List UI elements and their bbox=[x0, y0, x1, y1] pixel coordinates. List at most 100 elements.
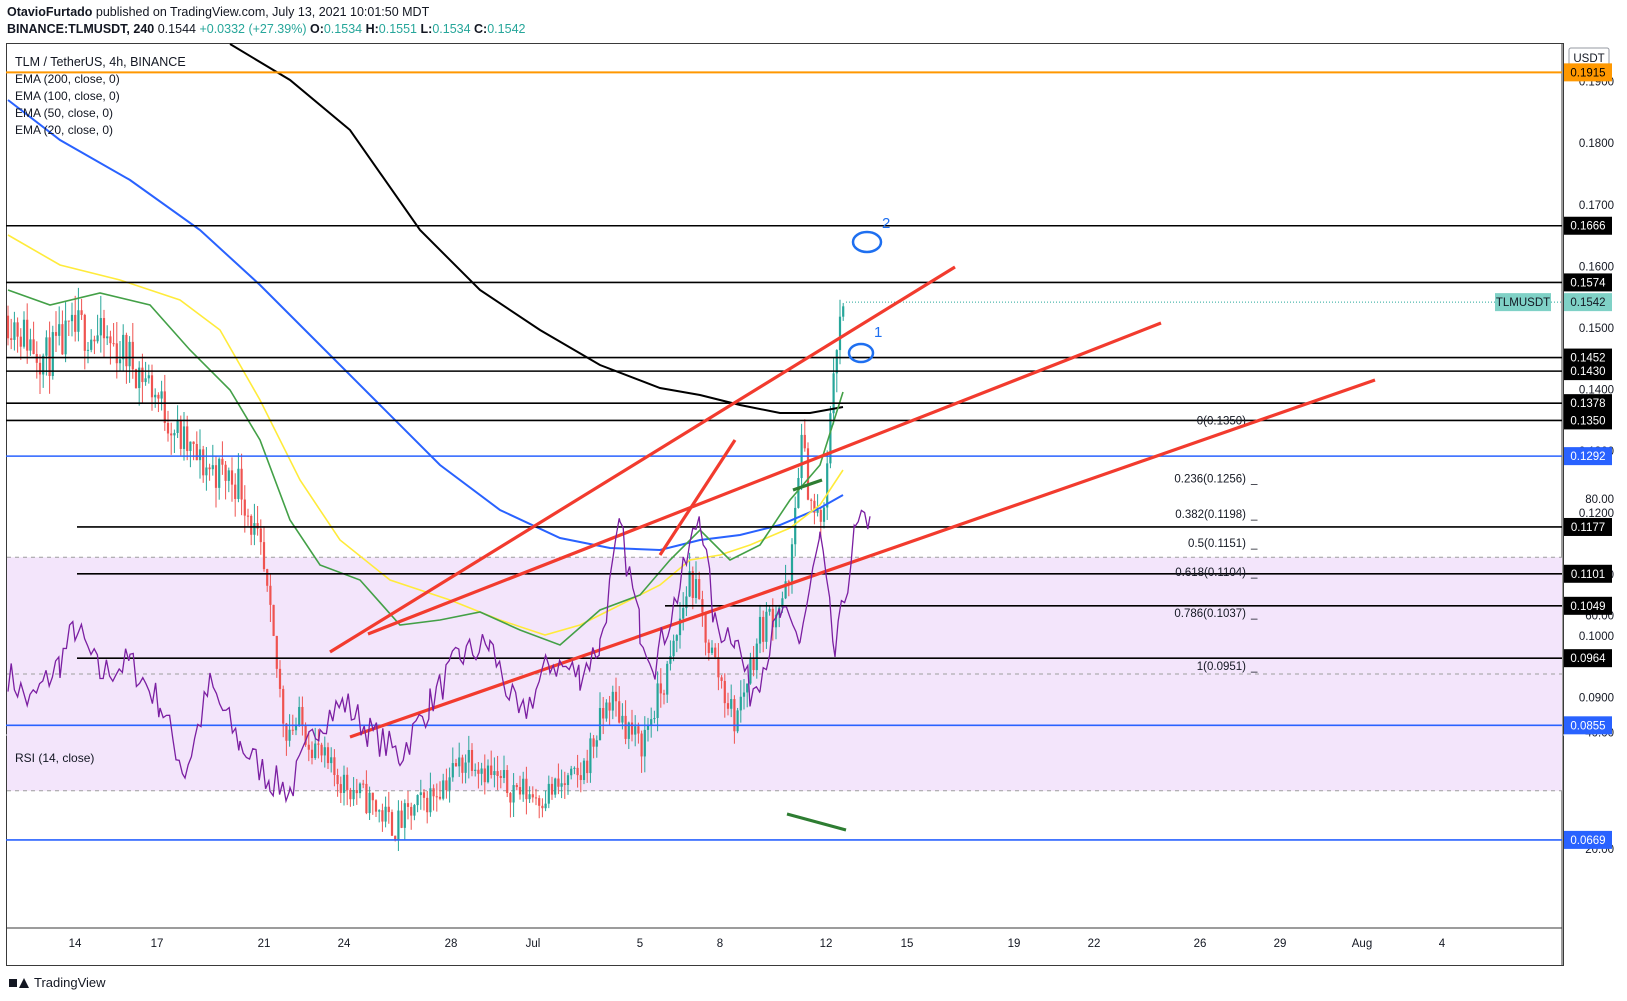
candle-body bbox=[752, 658, 755, 671]
legend-ema200[interactable]: EMA (200, close, 0) bbox=[15, 72, 120, 86]
price-tick: 0.1200 bbox=[1579, 508, 1614, 520]
candle-body bbox=[112, 343, 115, 345]
level-tag bbox=[1564, 517, 1612, 536]
legend-ema50[interactable]: EMA (50, close, 0) bbox=[15, 106, 114, 120]
fib-label: 0.786(0.1037) bbox=[1174, 608, 1246, 620]
legend-ema20[interactable]: EMA (20, close, 0) bbox=[15, 123, 114, 137]
candle-body bbox=[58, 324, 61, 336]
time-tick: Jul bbox=[526, 938, 541, 950]
candle-body bbox=[816, 509, 819, 513]
candle-body bbox=[570, 768, 573, 776]
annotation-circle-2 bbox=[851, 230, 883, 254]
candle-body bbox=[602, 707, 605, 719]
candle-body bbox=[198, 449, 202, 461]
candle-body bbox=[326, 747, 330, 764]
candle-body bbox=[717, 657, 720, 678]
candle-body bbox=[13, 322, 16, 340]
candle-body bbox=[70, 314, 74, 322]
footer-brand-label: TradingView bbox=[34, 975, 106, 990]
level-tag-label: 0.1049 bbox=[1570, 601, 1605, 613]
candle-body bbox=[586, 760, 589, 774]
candle-body bbox=[464, 762, 467, 773]
ema200-line bbox=[229, 43, 844, 414]
candle-body bbox=[797, 478, 800, 508]
candle-body bbox=[304, 724, 307, 745]
legend-ema100[interactable]: EMA (100, close, 0) bbox=[15, 89, 120, 103]
candle-body bbox=[122, 334, 125, 360]
candle-body bbox=[224, 464, 227, 481]
candle-body bbox=[835, 350, 838, 374]
candle-body bbox=[173, 432, 176, 436]
candle-body bbox=[74, 314, 77, 332]
candle-body bbox=[566, 775, 570, 785]
symbol-tag bbox=[1495, 293, 1551, 312]
time-tick: 8 bbox=[717, 938, 723, 950]
annotation-label-1: 1 bbox=[874, 324, 882, 341]
candle-body bbox=[704, 612, 707, 643]
candle-body bbox=[422, 792, 426, 798]
candle-body bbox=[211, 465, 214, 470]
candle-body bbox=[128, 341, 131, 367]
price-tick: 0.1600 bbox=[1579, 261, 1614, 273]
candle-body bbox=[829, 413, 832, 464]
currency-label: USDT bbox=[1573, 53, 1604, 65]
candle-body bbox=[381, 810, 384, 822]
last-price: 0.1544 bbox=[157, 22, 196, 36]
candle-body bbox=[125, 334, 128, 367]
candle-body bbox=[413, 805, 416, 816]
legend-title[interactable]: TLM / TetherUS, 4h, BINANCE bbox=[15, 55, 186, 69]
candle-body bbox=[243, 499, 246, 516]
candle-body bbox=[544, 803, 547, 809]
candle-body bbox=[182, 426, 186, 449]
candle-body bbox=[278, 668, 282, 689]
candle-body bbox=[515, 785, 518, 788]
candle-body bbox=[349, 789, 352, 800]
candle-body bbox=[406, 803, 410, 807]
time-tick: 4 bbox=[1439, 938, 1446, 950]
candle-body bbox=[134, 369, 138, 389]
time-tick: 24 bbox=[338, 938, 351, 950]
candle-body bbox=[480, 768, 483, 774]
candle-body bbox=[640, 733, 643, 757]
candle-body bbox=[250, 515, 253, 535]
candle-body bbox=[669, 656, 672, 664]
candle-body bbox=[438, 796, 442, 799]
level-tag bbox=[1564, 216, 1612, 235]
candle-body bbox=[61, 324, 64, 355]
candle-body bbox=[227, 470, 230, 481]
author-name[interactable]: OtavioFurtado bbox=[7, 5, 93, 19]
level-tag-label: 0.1574 bbox=[1570, 277, 1606, 289]
fib-tick: _ bbox=[1250, 538, 1258, 550]
candle-body bbox=[538, 798, 541, 806]
ema50-line bbox=[7, 234, 844, 636]
price-tick: 0.1400 bbox=[1579, 385, 1614, 397]
rsi-legend[interactable]: RSI (14, close) bbox=[15, 751, 95, 765]
candle-body bbox=[595, 740, 598, 747]
candle-body bbox=[397, 810, 400, 840]
candle-body bbox=[294, 724, 298, 731]
candle-body bbox=[534, 797, 538, 799]
publish-info: published on TradingView.com, July 13, 2… bbox=[95, 5, 430, 19]
candle-body bbox=[518, 787, 522, 795]
candle-body bbox=[771, 608, 774, 628]
candle-body bbox=[435, 796, 438, 798]
candle-body bbox=[694, 579, 698, 598]
candle-body bbox=[106, 336, 109, 339]
candle-body bbox=[208, 467, 211, 470]
level-tag-label: 0.0855 bbox=[1570, 720, 1605, 732]
level-tag bbox=[1564, 362, 1612, 381]
footer-brand[interactable]: TradingView bbox=[9, 975, 106, 990]
time-tick: 29 bbox=[1274, 938, 1287, 950]
divergence-line bbox=[792, 478, 823, 492]
candle-body bbox=[758, 616, 762, 644]
candle-body bbox=[86, 349, 90, 351]
candle-body bbox=[806, 448, 810, 500]
level-tag bbox=[1564, 830, 1612, 849]
candle-body bbox=[448, 777, 451, 791]
candle-body bbox=[400, 810, 403, 828]
candle-body bbox=[650, 719, 653, 726]
level-tag bbox=[1564, 348, 1612, 367]
price-tick: 0.1800 bbox=[1579, 138, 1614, 150]
candle-body bbox=[470, 749, 474, 771]
